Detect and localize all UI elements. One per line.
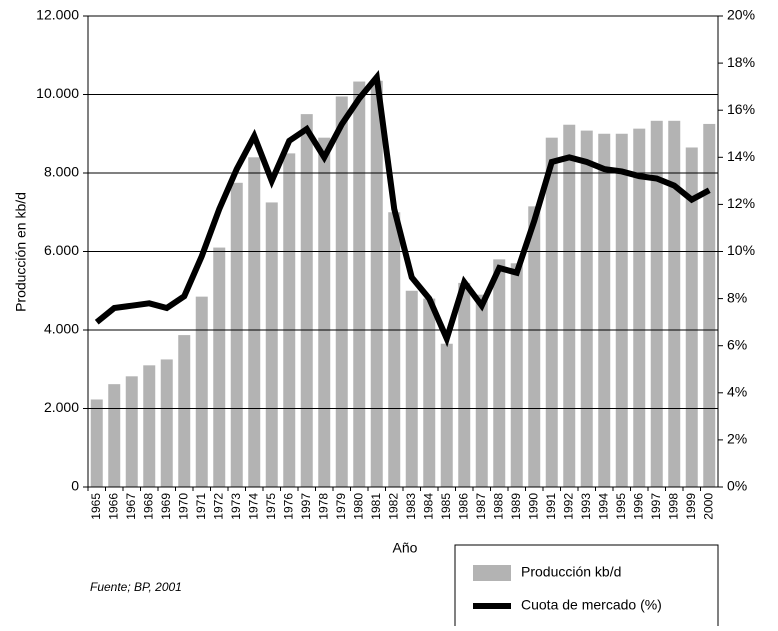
y-axis-label: Producción en kb/d (13, 192, 29, 312)
y2-tick-label: 14% (727, 148, 755, 164)
x-tick-label: 1992 (561, 493, 575, 520)
y2-tick-label: 4% (727, 384, 747, 400)
x-tick-label: 1974 (246, 493, 260, 520)
x-tick-label: 1983 (404, 493, 418, 520)
bar (143, 365, 156, 487)
bar (230, 182, 243, 487)
bar (335, 96, 348, 488)
legend-box (454, 544, 719, 631)
x-tick-label: 1987 (474, 493, 488, 520)
x-tick-label: 1973 (229, 493, 243, 520)
bar (178, 335, 191, 487)
x-tick-label: 1970 (176, 493, 190, 520)
bar (265, 202, 278, 487)
bar (108, 384, 121, 487)
bar (125, 376, 138, 487)
x-tick-label: 1999 (684, 493, 698, 520)
x-tick-label: 1995 (614, 493, 628, 520)
x-tick-label: 1976 (281, 493, 295, 520)
y2-tick-label: 20% (727, 7, 755, 23)
x-tick-label: 1998 (666, 493, 680, 520)
bar (440, 343, 453, 487)
x-tick-label: 1990 (526, 493, 540, 520)
x-tick-label: 1966 (106, 493, 120, 520)
x-tick-label: 1981 (369, 493, 383, 520)
x-tick-label: 2000 (701, 493, 715, 520)
x-tick-label: 1978 (316, 493, 330, 520)
x-tick-label: 1968 (141, 493, 155, 520)
bar (370, 80, 383, 487)
bar (668, 120, 681, 488)
x-tick-label: 1971 (194, 493, 208, 520)
x-tick-label: 1979 (334, 493, 348, 520)
x-tick-label: 1989 (509, 493, 523, 520)
bar (510, 263, 523, 487)
bar (213, 247, 226, 487)
x-tick-label: 1985 (439, 493, 453, 520)
bar (318, 137, 331, 488)
x-tick-label: 1984 (421, 493, 435, 520)
y2-tick-label: 6% (727, 336, 747, 352)
line (94, 70, 711, 348)
bar (300, 114, 313, 487)
y2-tick-label: 12% (727, 195, 755, 211)
bar (563, 124, 576, 487)
x-tick-label: 1967 (124, 493, 138, 520)
bar (685, 147, 698, 488)
x-tick-label: 1988 (491, 493, 505, 520)
x-tick-label: 1997 (649, 493, 663, 520)
x-tick-label: 1991 (544, 493, 558, 520)
y-tick-label: 2.000 (44, 399, 79, 415)
bar (545, 137, 558, 488)
bar (633, 128, 646, 487)
x-tick-label: 1986 (456, 493, 470, 520)
x-tick-label: 1980 (351, 493, 365, 520)
bar (248, 157, 261, 488)
x-tick-label: 1965 (89, 493, 103, 520)
y2-tick-label: 10% (727, 242, 755, 258)
x-tick-label: 1994 (596, 493, 610, 520)
bar (528, 206, 541, 488)
bar (580, 130, 593, 488)
bar (650, 120, 663, 488)
bar (475, 294, 488, 487)
legend-label: Cuota de mercado (%) (521, 597, 662, 613)
y-tick-label: 6.000 (44, 242, 79, 258)
y2-tick-label: 0% (727, 478, 747, 494)
bar (458, 282, 471, 487)
x-tick-label: 1982 (386, 493, 400, 520)
bar (353, 81, 366, 488)
y2-tick-label: 8% (727, 289, 747, 305)
bar (405, 290, 418, 487)
x-tick-label: 1969 (159, 493, 173, 520)
x-tick-label: 1997 (299, 493, 313, 520)
y-tick-label: 8.000 (44, 164, 79, 180)
legend-swatch (473, 565, 511, 581)
bar (283, 153, 296, 487)
y-tick-label: 4.000 (44, 321, 79, 337)
bar (160, 359, 173, 487)
y-tick-label: 12.000 (36, 7, 79, 23)
x-tick-label: 1975 (264, 493, 278, 520)
bar (703, 123, 716, 487)
bar (388, 212, 401, 487)
x-tick-label: 1993 (579, 493, 593, 520)
y2-tick-label: 18% (727, 54, 755, 70)
legend-label: Producción kb/d (521, 564, 621, 580)
x-axis-label: Año (393, 540, 418, 556)
bar (598, 133, 611, 487)
bar (493, 259, 506, 487)
bar (195, 296, 208, 487)
note: Fuente; BP, 2001 (90, 580, 182, 594)
bar (90, 399, 103, 487)
y-tick-label: 0 (71, 478, 79, 494)
bar (423, 298, 436, 487)
y-tick-label: 10.000 (36, 85, 79, 101)
bar (615, 133, 628, 487)
y2-tick-label: 2% (727, 431, 747, 447)
y2-tick-label: 16% (727, 101, 755, 117)
x-tick-label: 1996 (631, 493, 645, 520)
x-tick-label: 1972 (211, 493, 225, 520)
